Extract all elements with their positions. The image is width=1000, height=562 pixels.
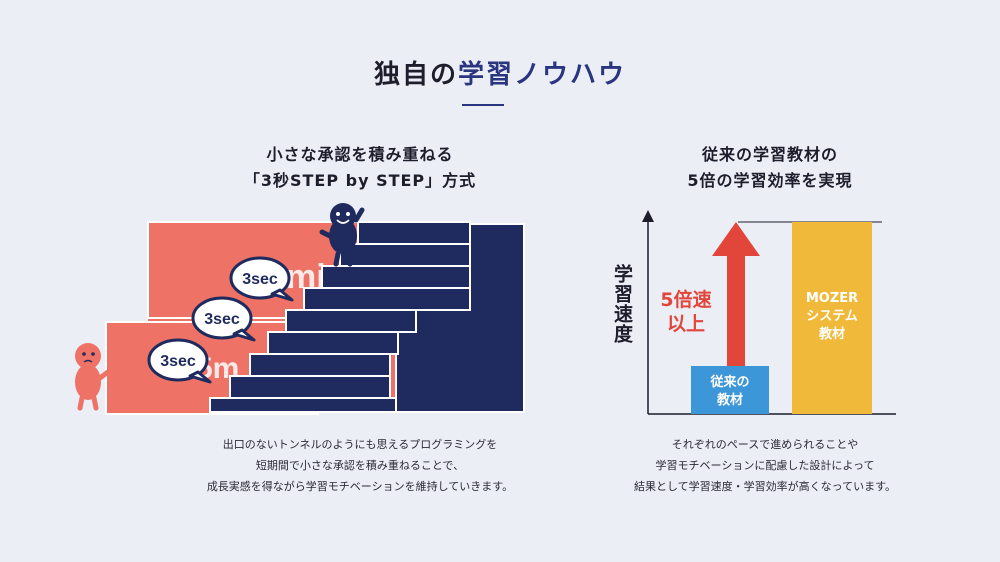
left-heading-line2: 「3秒STEP by STEP」方式: [243, 171, 477, 190]
speech-bubble-1: 3sec: [229, 256, 294, 302]
title-prefix: 独自の: [373, 60, 458, 90]
stair-step: [339, 243, 471, 267]
left-heading: 小さな承認を積み重ねる 「3秒STEP by STEP」方式: [140, 142, 580, 194]
bubble-label: 3sec: [242, 271, 278, 288]
stair-step: [249, 353, 391, 377]
staircase: [209, 221, 471, 413]
right-description-line: 結果として学習速度・学習効率が高くなっています。: [633, 480, 897, 493]
right-description-line: 学習モチベーションに配慮した設計によって: [655, 459, 875, 472]
bar-mozer-label-3: 教材: [818, 326, 845, 342]
speed-chart: 従来の 教材 MOZER システム 教材 5倍速 以上: [642, 210, 896, 415]
stair-step: [321, 265, 471, 289]
bubble-label: 3sec: [160, 353, 196, 370]
y-axis-label: 学習速度: [611, 264, 633, 344]
right-heading-line1: 従来の学習教材の: [701, 145, 838, 164]
arrow-label-1: 5倍速: [660, 288, 711, 311]
right-heading: 従来の学習教材の 5倍の学習効率を実現: [620, 142, 920, 194]
right-description-line: それぞれのペースで進められることや: [671, 438, 859, 451]
increase-arrow-head: [712, 222, 760, 256]
left-description-line: 出口のないトンネルのようにも思えるプログラミングを: [222, 438, 498, 451]
bar-mozer: [792, 222, 872, 414]
bar-mozer-label-2: システム: [806, 309, 858, 324]
speech-bubble-2: 3sec: [191, 296, 256, 342]
stair-step: [267, 331, 399, 355]
stair-step: [209, 397, 397, 413]
left-heading-line1: 小さな承認を積み重ねる: [266, 145, 454, 164]
stair-step: [357, 221, 471, 245]
left-description: 出口のないトンネルのようにも思えるプログラミングを 短期間で小さな承認を積み重ね…: [150, 434, 570, 497]
right-heading-line2: 5倍の学習効率を実現: [687, 171, 853, 190]
increase-arrow-shaft: [727, 254, 745, 366]
y-axis-arrowhead: [642, 210, 654, 222]
right-description: それぞれのペースで進められることや 学習モチベーションに配慮した設計によって 結…: [600, 434, 930, 497]
title-underline: [462, 104, 504, 106]
bar-mozer-label-1: MOZER: [806, 291, 858, 306]
stair-step: [303, 287, 471, 311]
bar-conventional-label-2: 教材: [716, 392, 743, 408]
left-description-line: 成長実感を得ながら学習モチベーションを維持していきます。: [206, 480, 514, 493]
character-top: [319, 203, 365, 267]
speech-bubble-3: 3sec: [147, 338, 212, 384]
stair-step: [285, 309, 417, 333]
character-bottom: [75, 343, 111, 411]
bar-conventional: [691, 366, 769, 414]
bubble-label: 3sec: [204, 311, 240, 328]
section-title: 独自の学習ノウハウ: [0, 54, 1000, 91]
left-description-line: 短期間で小さな承認を積み重ねることで、: [255, 459, 465, 472]
arrow-label-2: 以上: [667, 313, 705, 335]
bar-conventional-label-1: 従来の: [709, 374, 749, 390]
stair-step: [229, 375, 391, 399]
title-accent: 学習ノウハウ: [458, 60, 627, 90]
